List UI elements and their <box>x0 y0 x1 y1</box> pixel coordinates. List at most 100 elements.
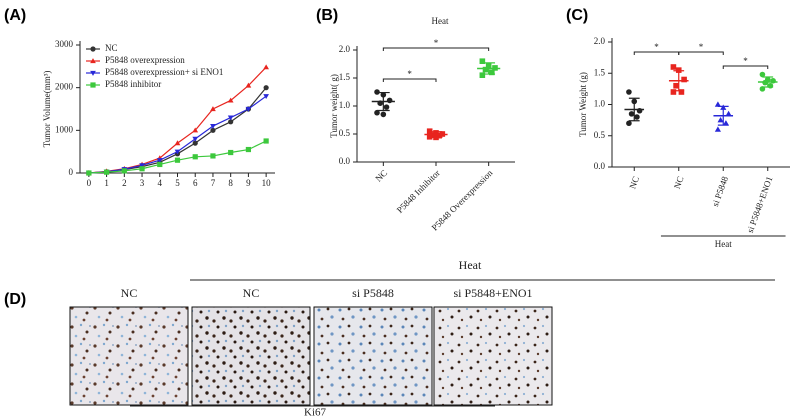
marker <box>725 110 732 117</box>
column-label: si P5848+ENO1 <box>453 286 532 300</box>
marker <box>670 64 677 70</box>
marker <box>626 89 632 95</box>
x-tick-label: NC <box>373 168 389 184</box>
significance-label: * <box>434 38 439 48</box>
marker <box>634 114 640 120</box>
marker <box>263 138 269 144</box>
micrographs <box>69 306 553 406</box>
marker <box>628 111 635 117</box>
error-bar <box>762 76 774 88</box>
legend-label: NC <box>105 43 118 53</box>
marker <box>139 166 145 172</box>
marker <box>90 58 96 64</box>
x-tick-label: 5 <box>175 178 180 188</box>
y-tick-label: 1.0 <box>339 100 351 110</box>
marker <box>156 158 163 164</box>
chart-title: Heat <box>432 16 449 26</box>
marker <box>489 69 495 76</box>
marker <box>263 85 269 91</box>
marker <box>227 97 234 103</box>
x-tick-label: si P5848+ENO1 <box>745 175 775 234</box>
error-bar <box>628 97 640 122</box>
marker <box>228 149 234 156</box>
marker <box>227 115 234 121</box>
group-label: Heat <box>715 239 732 249</box>
error-bar <box>482 62 496 75</box>
marker <box>174 149 181 155</box>
significance-label: * <box>743 56 748 66</box>
marker <box>157 161 163 168</box>
marker <box>86 170 92 176</box>
y-tick-label: 1.5 <box>594 67 606 77</box>
x-tick-label: NC <box>672 175 686 190</box>
marker <box>722 120 729 126</box>
marker <box>714 126 721 132</box>
micrograph <box>69 306 189 406</box>
marker <box>681 76 687 83</box>
error-bar <box>376 91 390 112</box>
stain-label: Ki67 <box>304 407 327 417</box>
marker <box>374 109 380 116</box>
y-axis-label: Tumor Weight (g) <box>578 72 588 137</box>
x-tick-label: 0 <box>87 178 92 188</box>
marker <box>174 157 181 163</box>
x-tick-label: 6 <box>193 178 198 188</box>
marker <box>228 119 234 125</box>
x-tick-label: P5848 Inhibitor <box>395 168 442 215</box>
marker <box>192 136 199 142</box>
panel-label: (A) <box>4 7 26 24</box>
x-tick-label: 3 <box>140 178 145 188</box>
marker <box>263 64 269 70</box>
marker <box>383 104 390 110</box>
y-tick-label: 2.0 <box>339 44 351 54</box>
error-bar <box>673 70 685 92</box>
y-tick-label: 2.0 <box>594 36 606 46</box>
marker <box>192 127 199 133</box>
marker <box>192 140 198 146</box>
x-tick-label: 10 <box>262 178 272 188</box>
marker <box>678 89 685 95</box>
significance-bracket <box>722 65 769 69</box>
column-label: NC <box>121 286 138 300</box>
marker <box>90 70 96 76</box>
legend-label: P5848 inhibitor <box>105 79 161 89</box>
series-line <box>88 140 267 174</box>
y-tick-label: 1.0 <box>594 99 606 109</box>
y-tick-label: 1.5 <box>339 72 351 82</box>
x-tick-label: si P5848 <box>710 175 730 208</box>
marker <box>767 82 774 89</box>
y-tick-label: 0.5 <box>594 130 606 140</box>
micrograph <box>313 306 433 406</box>
marker <box>380 111 387 118</box>
marker <box>90 46 96 52</box>
y-tick-label: 2000 <box>55 82 74 92</box>
marker <box>192 154 198 160</box>
marker <box>479 72 486 78</box>
legend-label: P5848 overexpression <box>105 55 185 65</box>
legend-label: P5848 overexpression+ si ENO1 <box>105 67 223 77</box>
x-tick-label: NC <box>627 175 641 190</box>
error-bar <box>429 131 443 138</box>
marker <box>121 168 127 174</box>
marker <box>386 97 393 104</box>
panel-label: (C) <box>566 7 588 24</box>
marker <box>263 94 269 100</box>
significance-bracket <box>633 51 680 55</box>
significance-bracket <box>382 78 437 82</box>
x-tick-label: 4 <box>158 178 163 188</box>
marker <box>245 82 252 88</box>
x-tick-label: 1 <box>104 178 109 188</box>
marker <box>245 146 252 153</box>
marker <box>675 67 682 73</box>
marker <box>673 82 679 89</box>
marker <box>210 153 216 159</box>
y-axis-label: Tumor Volume(mm³) <box>42 71 52 148</box>
y-tick-label: 1000 <box>55 124 74 134</box>
x-tick-label: 2 <box>122 178 127 188</box>
x-tick-label: 9 <box>246 178 251 188</box>
micrograph <box>433 306 553 406</box>
panel-label: (B) <box>316 7 338 24</box>
significance-label: * <box>407 69 412 79</box>
marker <box>90 82 96 88</box>
